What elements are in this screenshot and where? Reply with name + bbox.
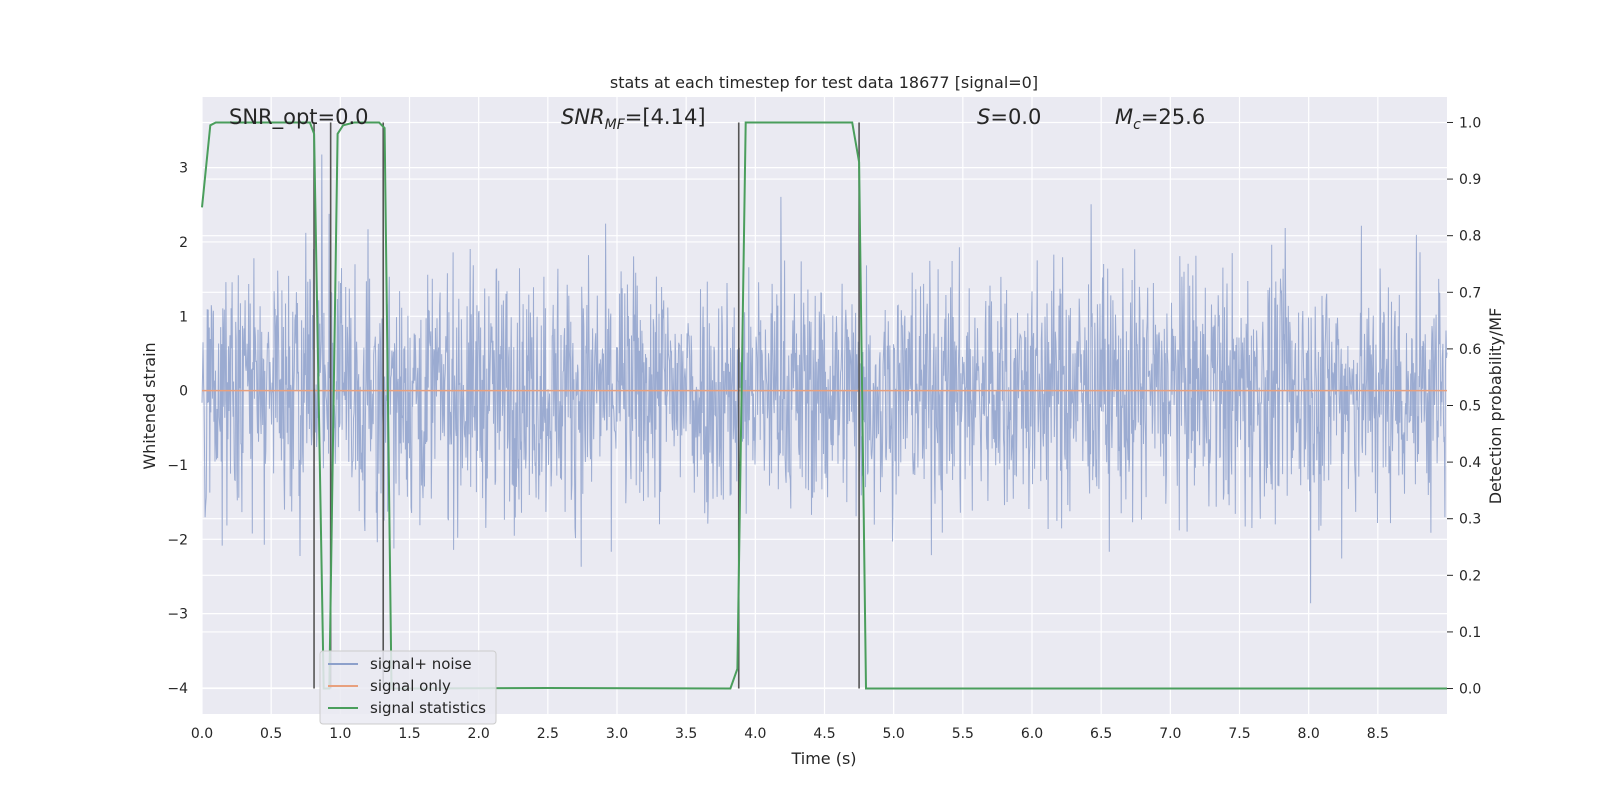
y-tick-label-6: −3	[167, 607, 188, 623]
series-signal-noise	[201, 154, 1448, 604]
x-tick-label-2: 1.0	[329, 726, 351, 742]
y2-tick-label-1: 0.9	[1459, 172, 1481, 188]
y2-tick-label-6: 0.4	[1459, 455, 1481, 471]
x-axis-label: Time (s)	[790, 749, 856, 768]
y-tick-label-0: 3	[179, 161, 188, 177]
annotation-mc: Mc=25.6	[1115, 105, 1205, 133]
y-tick-label-4: −1	[167, 458, 188, 474]
x-tick-label-17: 8.5	[1367, 726, 1389, 742]
x-tick-label-5: 2.5	[537, 726, 559, 742]
y2-tick-label-7: 0.3	[1459, 512, 1481, 528]
x-tick-label-4: 2.0	[468, 726, 490, 742]
y2-tick-label-3: 0.7	[1459, 285, 1481, 301]
x-tick-label-10: 5.0	[883, 726, 905, 742]
y2-tick-label-5: 0.5	[1459, 399, 1481, 415]
x-tick-label-14: 7.0	[1159, 726, 1181, 742]
y2-tick-label-9: 0.1	[1459, 625, 1481, 641]
legend: signal+ noise signal only signal statist…	[319, 650, 497, 725]
x-tick-label-8: 4.0	[744, 726, 766, 742]
annotation-s-value: =0.0	[990, 105, 1041, 129]
annotation-s-name: S	[977, 105, 990, 129]
annotation-mc-value: =25.6	[1141, 105, 1205, 129]
annotation-mc-name: M	[1115, 105, 1133, 129]
x-tick-label-3: 1.5	[398, 726, 420, 742]
annotation-snr-mf-name: SNR	[561, 105, 605, 129]
annotation-s: S=0.0	[977, 105, 1041, 129]
x-tick-label-1: 0.5	[260, 726, 282, 742]
x-tick-label-6: 3.0	[606, 726, 628, 742]
legend-box	[319, 650, 497, 725]
x-tick-label-9: 4.5	[813, 726, 835, 742]
y2-tick-label-8: 0.2	[1459, 568, 1481, 584]
y-tick-label-2: 1	[179, 309, 188, 325]
x-tick-label-15: 7.5	[1228, 726, 1250, 742]
y-tick-label-3: 0	[179, 384, 188, 400]
annotation-snr-opt: SNR_opt=0.0	[229, 105, 369, 130]
noise-trace	[201, 154, 1448, 604]
legend-label-signal-statistics: signal statistics	[370, 699, 486, 717]
annotation-snr-mf-sub: MF	[605, 117, 626, 133]
annotation-snr-mf-value: =[4.14]	[625, 105, 706, 129]
annotation-mc-sub: c	[1133, 117, 1141, 133]
x-tick-label-16: 8.0	[1298, 726, 1320, 742]
y2-tick-label-0: 1.0	[1459, 115, 1481, 131]
legend-label-signal-noise: signal+ noise	[370, 655, 472, 673]
y2-tick-label-10: 0.0	[1459, 682, 1481, 698]
y-tick-label-5: −2	[167, 532, 188, 548]
y2-tick-label-2: 0.8	[1459, 229, 1481, 245]
y2-ticks: 1.0 0.9 0.8 0.7 0.6 0.5 0.4 0.3 0.2 0.1 0.0	[1447, 115, 1481, 698]
y-axis-label: Whitened strain	[140, 342, 159, 469]
y-ticks: 3 2 1 0 −1 −2 −3 −4	[167, 161, 188, 697]
x-tick-label-12: 6.0	[1021, 726, 1043, 742]
series-signal-statistics	[201, 121, 1447, 690]
legend-label-signal-only: signal only	[370, 677, 451, 695]
y-tick-label-7: −4	[167, 681, 188, 697]
x-tick-label-13: 6.5	[1090, 726, 1112, 742]
x-tick-label-7: 3.5	[675, 726, 697, 742]
x-tick-label-11: 5.5	[952, 726, 974, 742]
x-tick-label-0: 0.0	[191, 726, 213, 742]
x-ticks: 0.0 0.5 1.0 1.5 2.0 2.5 3.0 3.5 4.0 4.5 5.0 5.5 6.0 6…	[191, 726, 1389, 742]
y-tick-label-1: 2	[179, 235, 188, 251]
y2-tick-label-4: 0.6	[1459, 342, 1481, 358]
annotation-snr-mf: SNRMF=[4.14]	[561, 105, 706, 133]
chart-title: stats at each timestep for test data 186…	[610, 73, 1038, 92]
y2-axis-label: Detection probability/MF	[1486, 308, 1505, 505]
signal-statistics-line	[201, 121, 1447, 690]
